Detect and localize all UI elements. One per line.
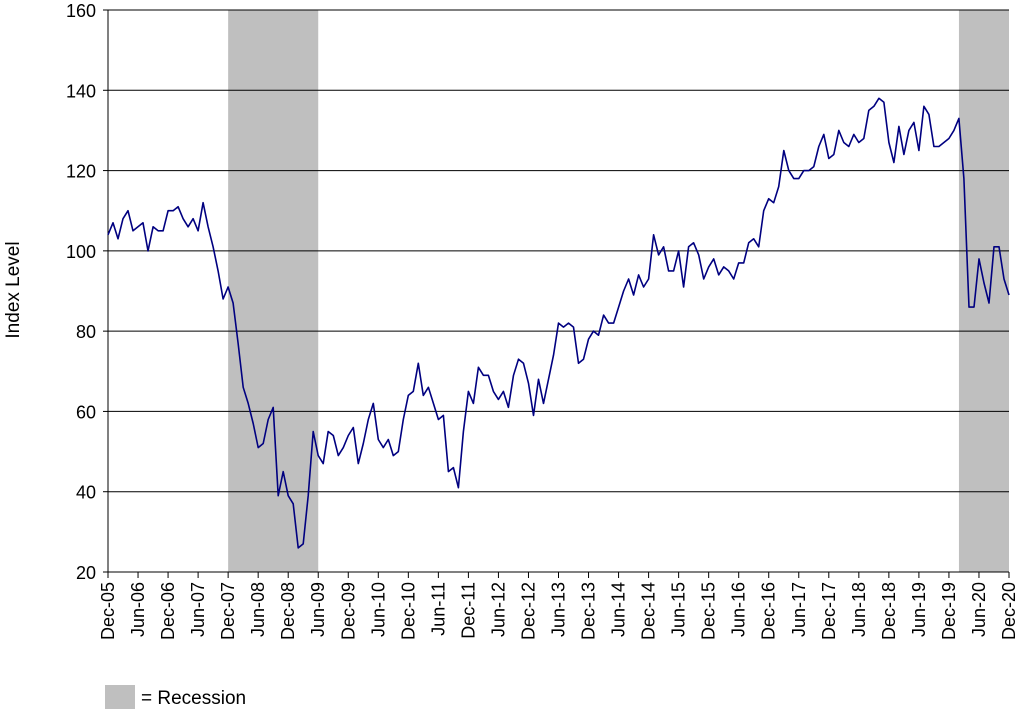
x-tick-label-Dec-17: Dec-17	[819, 582, 839, 640]
x-tick-label-Dec-20: Dec-20	[999, 582, 1019, 640]
y-tick-label-80: 80	[76, 322, 96, 342]
x-tick-label-Dec-08: Dec-08	[278, 582, 298, 640]
y-tick-label-140: 140	[66, 81, 96, 101]
x-tick-label-Jun-17: Jun-17	[789, 582, 809, 637]
x-tick-label-Jun-14: Jun-14	[609, 582, 629, 637]
axes	[103, 9, 1010, 578]
x-tick-label-Dec-05: Dec-05	[98, 582, 118, 640]
x-tick-label-Dec-11: Dec-11	[458, 582, 478, 639]
x-tick-label-Dec-13: Dec-13	[579, 582, 599, 640]
y-tick-label-40: 40	[76, 483, 96, 503]
x-tick-label-Jun-16: Jun-16	[729, 582, 749, 637]
x-tick-label-Jun-10: Jun-10	[368, 582, 388, 637]
x-tick-label-Dec-15: Dec-15	[699, 582, 719, 640]
x-tick-label-Jun-12: Jun-12	[488, 582, 508, 637]
x-tick-label-Jun-06: Jun-06	[128, 582, 148, 637]
x-tick-label-Jun-11: Jun-11	[428, 582, 448, 636]
recession-bands	[228, 10, 1009, 572]
y-tick-label-60: 60	[76, 402, 96, 422]
x-tick-label-Dec-07: Dec-07	[218, 582, 238, 640]
y-tick-label-120: 120	[66, 162, 96, 182]
tick-labels: 20 40 60 80 100 120 140 160 Dec-05 Jun-06 Dec-06 Ju…	[66, 1, 1019, 640]
recession-band-1	[228, 10, 319, 572]
x-tick-label-Jun-15: Jun-15	[669, 582, 689, 637]
x-tick-label-Jun-20: Jun-20	[969, 582, 989, 637]
series-line-index-level	[107, 97, 1010, 549]
y-tick-label-100: 100	[66, 242, 96, 262]
y-tick-label-20: 20	[76, 563, 96, 583]
x-tick-label-Jun-13: Jun-13	[549, 582, 569, 637]
x-tick-label-Jun-07: Jun-07	[188, 582, 208, 637]
x-tick-label-Jun-09: Jun-09	[308, 582, 328, 637]
legend: = Recession	[105, 685, 246, 709]
x-tick-label-Dec-06: Dec-06	[158, 582, 178, 640]
x-tick-label-Dec-18: Dec-18	[879, 582, 899, 640]
x-tick-label-Jun-19: Jun-19	[909, 582, 929, 637]
y-axis-title: Index Level	[3, 241, 24, 338]
x-tick-label-Dec-12: Dec-12	[518, 582, 538, 640]
legend-label-recession: = Recession	[141, 688, 246, 709]
legend-swatch-recession	[105, 685, 135, 709]
x-tick-label-Dec-14: Dec-14	[639, 582, 659, 640]
x-tick-label-Dec-10: Dec-10	[398, 582, 418, 640]
x-tick-label-Jun-18: Jun-18	[849, 582, 869, 637]
x-tick-label-Dec-09: Dec-09	[338, 582, 358, 640]
y-tick-label-160: 160	[66, 1, 96, 21]
x-tick-label-Dec-16: Dec-16	[759, 582, 779, 640]
gridlines	[108, 9, 1009, 493]
series-layer	[107, 97, 1010, 549]
x-tick-label-Dec-19: Dec-19	[939, 582, 959, 640]
x-tick-label-Jun-08: Jun-08	[248, 582, 268, 637]
recession-band-2	[958, 10, 1009, 572]
